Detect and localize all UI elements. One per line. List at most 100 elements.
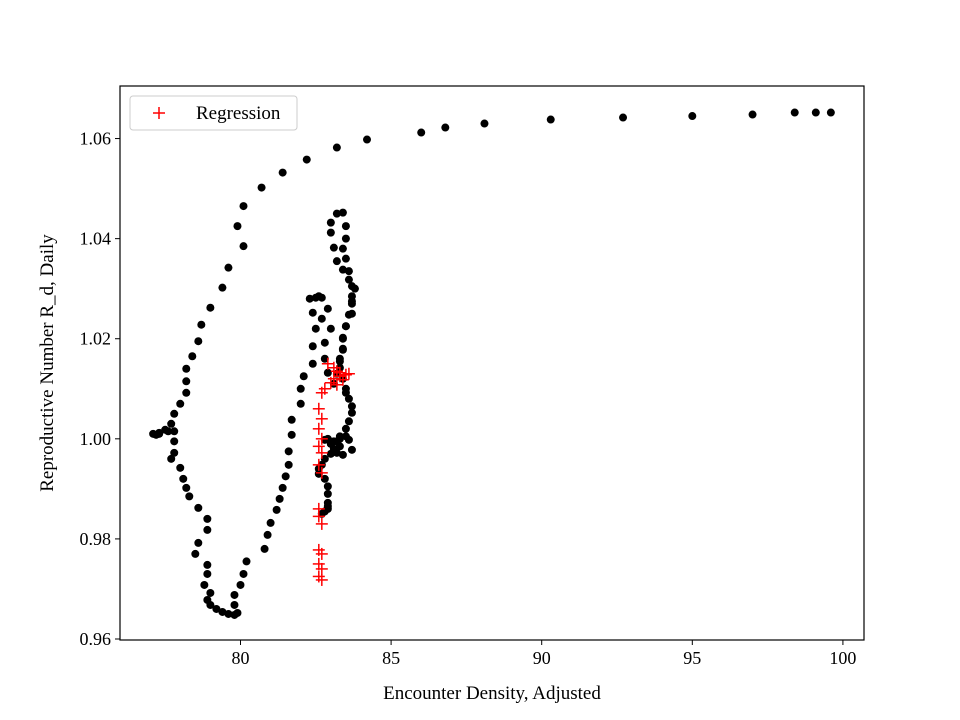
data-point bbox=[323, 482, 332, 491]
data-point bbox=[311, 324, 320, 333]
regression-point bbox=[321, 357, 334, 370]
regression-point bbox=[312, 557, 325, 570]
data-point bbox=[194, 337, 203, 346]
data-point bbox=[194, 538, 203, 547]
data-point bbox=[179, 474, 188, 483]
data-point bbox=[811, 108, 820, 117]
x-tick-label: 80 bbox=[231, 648, 249, 668]
legend: Regression bbox=[129, 95, 298, 131]
regression-point bbox=[315, 412, 328, 425]
y-axis-ticks: 0.96 0.98 1.00 1.02 1.04 1.06 bbox=[80, 129, 120, 649]
data-point bbox=[278, 168, 287, 177]
data-point bbox=[206, 303, 215, 312]
data-point bbox=[688, 112, 697, 121]
regression-point bbox=[318, 382, 331, 395]
data-point bbox=[338, 208, 347, 217]
data-point bbox=[236, 580, 245, 589]
data-point bbox=[176, 463, 185, 472]
data-point bbox=[185, 492, 194, 501]
data-point bbox=[362, 135, 371, 144]
regression-point bbox=[312, 422, 325, 435]
data-layer bbox=[149, 108, 835, 619]
data-point bbox=[272, 505, 281, 514]
regression-point bbox=[324, 376, 337, 389]
data-point bbox=[176, 399, 185, 408]
regression-point bbox=[330, 365, 343, 378]
data-point bbox=[338, 334, 347, 343]
legend-box bbox=[129, 95, 298, 131]
data-point bbox=[257, 183, 266, 192]
data-point bbox=[341, 424, 350, 433]
data-point bbox=[332, 209, 341, 218]
y-tick-label: 1.02 bbox=[80, 329, 112, 349]
data-point bbox=[308, 359, 317, 368]
data-point bbox=[284, 447, 293, 456]
data-point bbox=[260, 544, 269, 553]
regression-series bbox=[312, 357, 355, 586]
y-tick-label: 1.04 bbox=[80, 229, 112, 249]
data-point bbox=[826, 108, 835, 117]
data-point bbox=[239, 242, 248, 251]
data-point bbox=[308, 342, 317, 351]
data-point bbox=[182, 483, 191, 492]
data-point bbox=[347, 309, 356, 318]
data-point bbox=[287, 415, 296, 424]
data-point bbox=[224, 263, 233, 272]
data-point bbox=[347, 282, 356, 291]
data-point bbox=[347, 297, 356, 306]
data-point bbox=[182, 377, 191, 386]
data-point bbox=[320, 354, 329, 363]
data-point bbox=[344, 275, 353, 284]
data-point bbox=[170, 427, 179, 436]
data-point bbox=[347, 402, 356, 411]
data-point bbox=[748, 110, 757, 119]
data-point bbox=[230, 590, 239, 599]
data-point bbox=[239, 569, 248, 578]
data-point bbox=[218, 607, 227, 616]
data-point bbox=[284, 460, 293, 469]
data-point bbox=[170, 448, 179, 457]
data-point bbox=[323, 304, 332, 313]
data-point bbox=[239, 202, 248, 211]
data-point bbox=[182, 388, 191, 397]
regression-point bbox=[315, 432, 328, 445]
data-point bbox=[266, 518, 275, 527]
regression-point bbox=[312, 510, 325, 523]
data-point bbox=[341, 322, 350, 331]
data-point bbox=[287, 430, 296, 439]
x-tick-label: 95 bbox=[683, 648, 701, 668]
data-point bbox=[206, 600, 215, 609]
data-point bbox=[341, 254, 350, 263]
data-point bbox=[329, 243, 338, 252]
data-point bbox=[170, 437, 179, 446]
data-point bbox=[308, 308, 317, 317]
regression-point bbox=[315, 562, 328, 575]
data-point bbox=[164, 427, 173, 436]
data-point bbox=[200, 580, 209, 589]
data-point bbox=[332, 257, 341, 266]
data-point bbox=[341, 222, 350, 231]
x-tick-label: 85 bbox=[382, 648, 400, 668]
data-point bbox=[335, 434, 344, 443]
data-point bbox=[302, 155, 311, 164]
x-tick-label: 90 bbox=[533, 648, 551, 668]
data-point bbox=[242, 557, 251, 566]
data-point bbox=[326, 228, 335, 237]
data-point bbox=[218, 283, 227, 292]
data-point bbox=[320, 454, 329, 463]
data-point bbox=[347, 408, 356, 417]
data-point bbox=[619, 113, 628, 122]
y-tick-label: 1.00 bbox=[80, 429, 112, 449]
data-point bbox=[441, 123, 450, 132]
data-point bbox=[546, 115, 555, 124]
y-tick-label: 0.96 bbox=[80, 629, 112, 649]
legend-marker-regression bbox=[153, 107, 165, 119]
data-point bbox=[347, 445, 356, 454]
data-point bbox=[212, 604, 221, 613]
data-point bbox=[314, 469, 323, 478]
x-axis-label: Encounter Density, Adjusted bbox=[383, 683, 601, 704]
data-point bbox=[338, 244, 347, 253]
data-point bbox=[263, 530, 272, 539]
data-point bbox=[203, 560, 212, 569]
data-point bbox=[338, 344, 347, 353]
